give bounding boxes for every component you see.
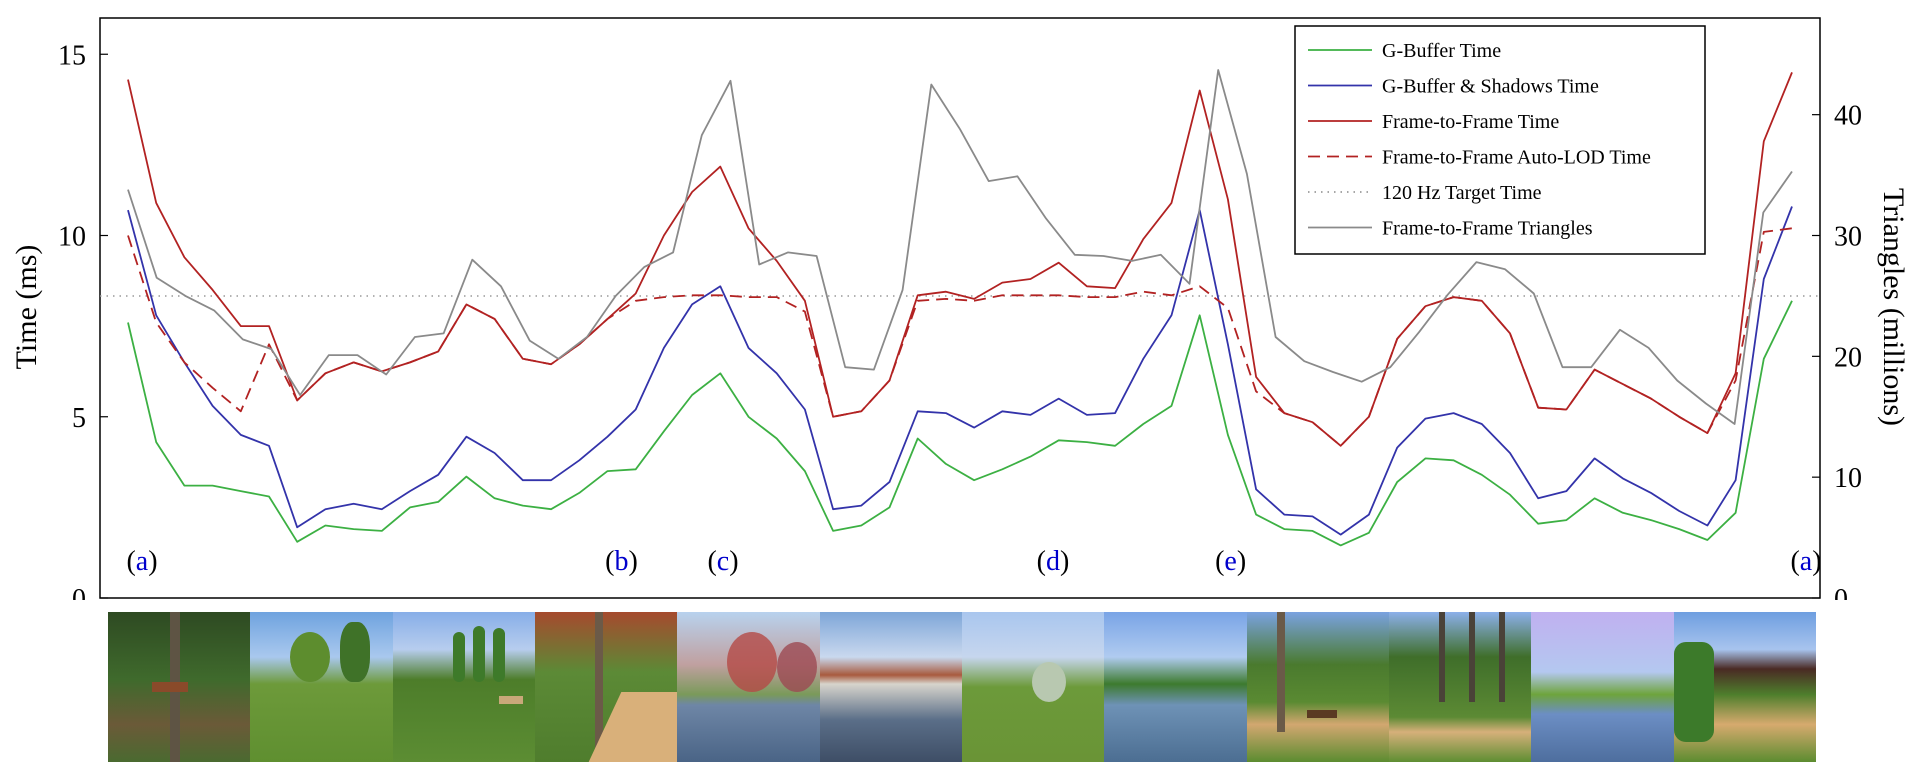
- series-line-1: [127, 206, 1793, 536]
- scene-thumb-path: [534, 612, 678, 762]
- scene-thumb-meadow: [961, 612, 1105, 762]
- series-line-2: [127, 72, 1793, 447]
- y-tick-label: 15: [58, 40, 86, 71]
- y-axis-label: Time (ms): [10, 245, 43, 370]
- scene-label-letter: e: [1224, 546, 1236, 577]
- scene-label-paren: (: [1037, 546, 1046, 577]
- scene-label-letter: d: [1046, 546, 1060, 577]
- scene-label-paren: (: [605, 546, 614, 577]
- series-line-3: [127, 227, 1793, 447]
- scene-label-0: (a): [126, 546, 157, 577]
- y-tick-label: 0: [72, 584, 86, 600]
- scene-thumb-lake: [1104, 612, 1247, 762]
- scene-label-paren: ): [148, 546, 157, 577]
- legend-label-5: Frame-to-Frame Triangles: [1382, 218, 1593, 240]
- scene-annotations: (a) (b) (c) (d) (e) (a): [126, 546, 1821, 577]
- right-axis-ticks: 0 10 20 30 40: [1812, 101, 1862, 600]
- scene-label-paren: (: [707, 546, 716, 577]
- scene-label-paren: (: [1215, 546, 1224, 577]
- y2-tick-label: 0: [1834, 584, 1848, 600]
- left-axis-ticks: 0 5 10 15: [58, 40, 108, 600]
- y2-tick-label: 10: [1834, 463, 1862, 494]
- series-line-5: [127, 69, 1793, 425]
- scene-label-paren: ): [1237, 546, 1246, 577]
- legend-label-2: Frame-to-Frame Time: [1382, 111, 1559, 133]
- scene-thumbnail-strip: [108, 612, 1816, 762]
- scene-label-paren: (: [1790, 546, 1799, 577]
- scene-label-paren: ): [628, 546, 637, 577]
- scene-label-2: (c): [707, 546, 738, 577]
- series-lines: [127, 69, 1793, 547]
- y-tick-label: 10: [58, 222, 86, 253]
- legend-label-3: Frame-to-Frame Auto-LOD Time: [1382, 147, 1651, 169]
- y-tick-label: 5: [72, 403, 86, 434]
- legend-label-0: G-Buffer Time: [1382, 40, 1501, 62]
- scene-label-letter: a: [1800, 546, 1813, 577]
- scene-thumb-tall-trees: [1388, 612, 1532, 762]
- scene-label-paren: ): [1812, 546, 1821, 577]
- scene-label-5: (a): [1790, 546, 1821, 577]
- y2-axis-label: Triangles (millions): [1877, 188, 1910, 426]
- plot-frame: [99, 17, 1821, 599]
- scene-thumb-pond: [1531, 612, 1674, 762]
- scene-thumb-bench-path: [1246, 612, 1389, 762]
- scene-thumb-pond-autumn: [677, 612, 820, 762]
- scene-label-paren: (: [126, 546, 135, 577]
- scene-label-paren: ): [1060, 546, 1069, 577]
- scene-thumb-park-sky: [250, 612, 393, 762]
- legend: G-Buffer Time G-Buffer & Shadows Time Fram…: [1294, 25, 1706, 255]
- scene-label-letter: a: [136, 546, 149, 577]
- legend-label-4: 120 Hz Target Time: [1382, 182, 1542, 204]
- y2-tick-label: 40: [1834, 101, 1862, 132]
- scene-thumb-poplars: [392, 612, 535, 762]
- scene-thumb-path-hedge: [1673, 612, 1816, 762]
- y2-tick-label: 20: [1834, 342, 1862, 373]
- series-line-0: [127, 300, 1793, 547]
- scene-label-3: (d): [1037, 546, 1070, 577]
- scene-label-letter: c: [717, 546, 729, 577]
- scene-thumb-bench-tree: [108, 612, 251, 762]
- legend-box: [1294, 25, 1706, 255]
- scene-label-4: (e): [1215, 546, 1246, 577]
- scene-label-paren: ): [729, 546, 738, 577]
- scene-label-letter: b: [614, 546, 628, 577]
- y2-tick-label: 30: [1834, 222, 1862, 253]
- legend-label-1: G-Buffer & Shadows Time: [1382, 76, 1599, 98]
- scene-label-1: (b): [605, 546, 638, 577]
- scene-thumb-snow: [819, 612, 962, 762]
